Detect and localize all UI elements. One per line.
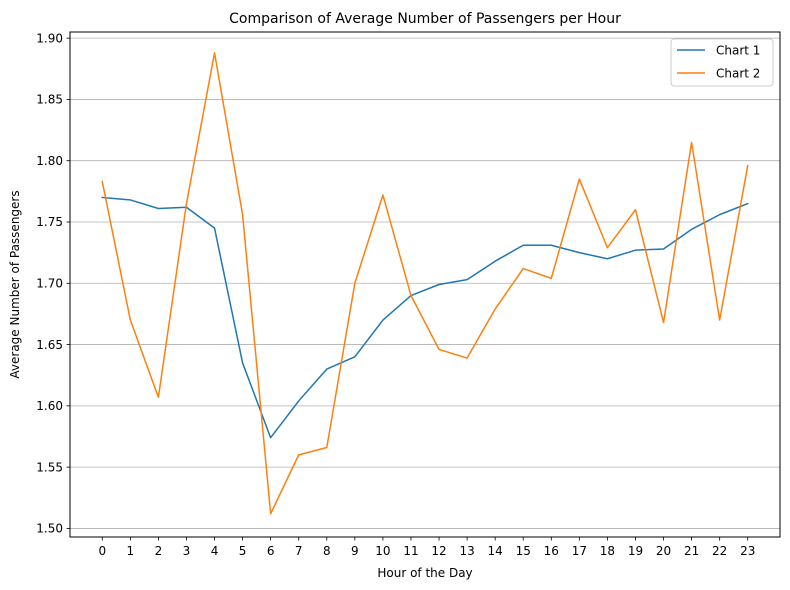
- x-tick-label: 20: [656, 544, 671, 558]
- grid-lines: [70, 37, 780, 529]
- series-lines: [101, 52, 749, 515]
- series-line-chart-1: [101, 196, 749, 439]
- x-tick-label: 7: [295, 544, 303, 558]
- x-tick-label: 14: [488, 544, 503, 558]
- legend: Chart 1 Chart 2: [670, 38, 774, 87]
- x-tick-label: 11: [403, 544, 418, 558]
- x-tick-label: 23: [740, 544, 755, 558]
- x-tick-label: 4: [211, 544, 219, 558]
- x-tick-label: 5: [239, 544, 247, 558]
- x-tick-label: 9: [351, 544, 359, 558]
- y-tick-label: 1.90: [36, 31, 63, 45]
- x-tick-label: 22: [712, 544, 727, 558]
- x-tick-label: 3: [183, 544, 191, 558]
- y-axis-ticks: 1.50 1.55 1.60 1.65 1.70 1.75 1.80 1.85 1.90: [36, 31, 70, 536]
- x-tick-label: 18: [600, 544, 615, 558]
- x-tick-label: 21: [684, 544, 699, 558]
- x-tick-label: 6: [267, 544, 275, 558]
- series-line-chart-2: [101, 52, 749, 515]
- x-axis-title: Hour of the Day: [377, 566, 472, 580]
- x-axis-ticks: 0 1 2 3 4 5 6 7 8 9 10 11 12 13 14 15 16 17 18 19 20 21 22 23: [98, 537, 755, 558]
- chart-title: Comparison of Average Number of Passenge…: [229, 11, 621, 27]
- x-tick-label: 10: [375, 544, 390, 558]
- y-tick-label: 1.50: [36, 522, 63, 536]
- plot-frame: [69, 31, 781, 538]
- x-tick-label: 13: [459, 544, 474, 558]
- y-tick-label: 1.75: [36, 215, 63, 229]
- legend-label-chart-1: Chart 1: [716, 44, 760, 58]
- y-axis-title: Average Number of Passengers: [8, 190, 22, 378]
- x-tick-label: 0: [98, 544, 106, 558]
- y-tick-label: 1.65: [36, 338, 63, 352]
- x-tick-label: 17: [572, 544, 587, 558]
- y-tick-label: 1.60: [36, 399, 63, 413]
- y-tick-label: 1.55: [36, 460, 63, 474]
- legend-label-chart-2: Chart 2: [716, 67, 760, 81]
- y-tick-label: 1.70: [36, 276, 63, 290]
- y-tick-label: 1.85: [36, 93, 63, 107]
- y-tick-label: 1.80: [36, 154, 63, 168]
- x-tick-label: 15: [516, 544, 531, 558]
- x-tick-label: 2: [155, 544, 163, 558]
- x-tick-label: 12: [431, 544, 446, 558]
- x-tick-label: 19: [628, 544, 643, 558]
- x-tick-label: 1: [127, 544, 135, 558]
- x-tick-label: 16: [544, 544, 559, 558]
- x-tick-label: 8: [323, 544, 331, 558]
